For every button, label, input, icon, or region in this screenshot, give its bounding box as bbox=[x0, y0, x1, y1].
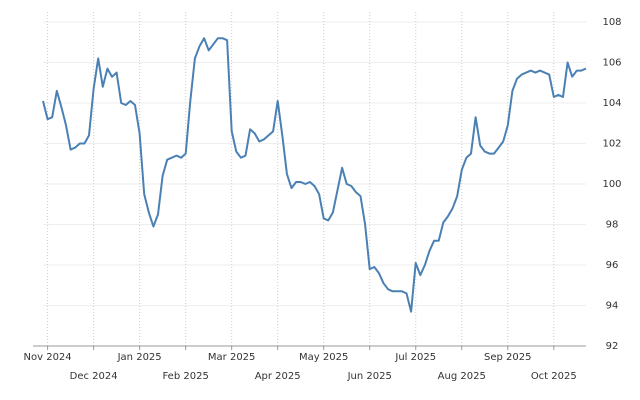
y-tick-label: 100 bbox=[602, 179, 621, 190]
x-tick-label: Nov 2024 bbox=[24, 352, 72, 363]
line-series bbox=[42, 37, 587, 313]
y-tick-label: 98 bbox=[606, 220, 619, 231]
x-tick-label: Aug 2025 bbox=[438, 371, 486, 382]
x-tick-label: Feb 2025 bbox=[162, 371, 208, 382]
y-tick-label: 108 bbox=[602, 17, 621, 28]
x-tick-label: Jan 2025 bbox=[117, 352, 162, 363]
y-tick-label: 106 bbox=[602, 58, 621, 69]
y-tick-label: 96 bbox=[606, 260, 619, 271]
y-tick-label: 94 bbox=[606, 301, 619, 312]
x-tick-label: Sep 2025 bbox=[484, 352, 531, 363]
y-tick-label: 104 bbox=[602, 98, 621, 109]
x-tick-label: May 2025 bbox=[299, 352, 348, 363]
x-tick-label: Apr 2025 bbox=[255, 371, 301, 382]
x-tick-label: Dec 2024 bbox=[70, 371, 118, 382]
y-tick-label: 92 bbox=[606, 341, 619, 352]
x-tick-label: Mar 2025 bbox=[208, 352, 256, 363]
x-tick-label: Oct 2025 bbox=[531, 371, 577, 382]
x-tick-label: Jul 2025 bbox=[394, 352, 436, 363]
y-tick-label: 102 bbox=[602, 139, 621, 150]
x-tick-label: Jun 2025 bbox=[347, 371, 392, 382]
